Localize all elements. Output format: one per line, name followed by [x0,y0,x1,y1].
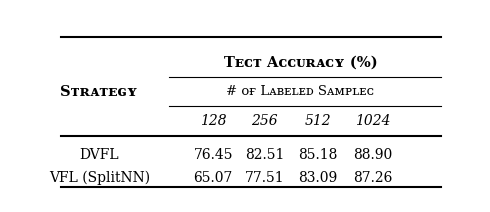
Text: VFL (SplitNN): VFL (SplitNN) [49,171,150,185]
Text: 65.07: 65.07 [194,171,233,185]
Text: 256: 256 [251,114,278,128]
Text: DVFL: DVFL [79,148,119,162]
Text: 88.90: 88.90 [353,148,392,162]
Text: Sᴛʀᴀᴛᴇɢʏ: Sᴛʀᴀᴛᴇɢʏ [60,85,138,99]
Text: Tᴇᴄᴛ Aᴄᴄᴜʀᴀᴄʏ (%): Tᴇᴄᴛ Aᴄᴄᴜʀᴀᴄʏ (%) [223,55,377,69]
Text: 512: 512 [304,114,331,128]
Text: 76.45: 76.45 [194,148,233,162]
Text: 85.18: 85.18 [298,148,337,162]
Text: 87.26: 87.26 [353,171,392,185]
Text: 82.51: 82.51 [245,148,284,162]
Text: # ᴏғ Lᴀʙᴇʟᴇᴅ Sᴀᴍᴘʟᴇᴄ: # ᴏғ Lᴀʙᴇʟᴇᴅ Sᴀᴍᴘʟᴇᴄ [226,85,374,98]
Text: 128: 128 [200,114,226,128]
Text: 83.09: 83.09 [298,171,337,185]
Text: 1024: 1024 [355,114,391,128]
Text: 77.51: 77.51 [245,171,284,185]
